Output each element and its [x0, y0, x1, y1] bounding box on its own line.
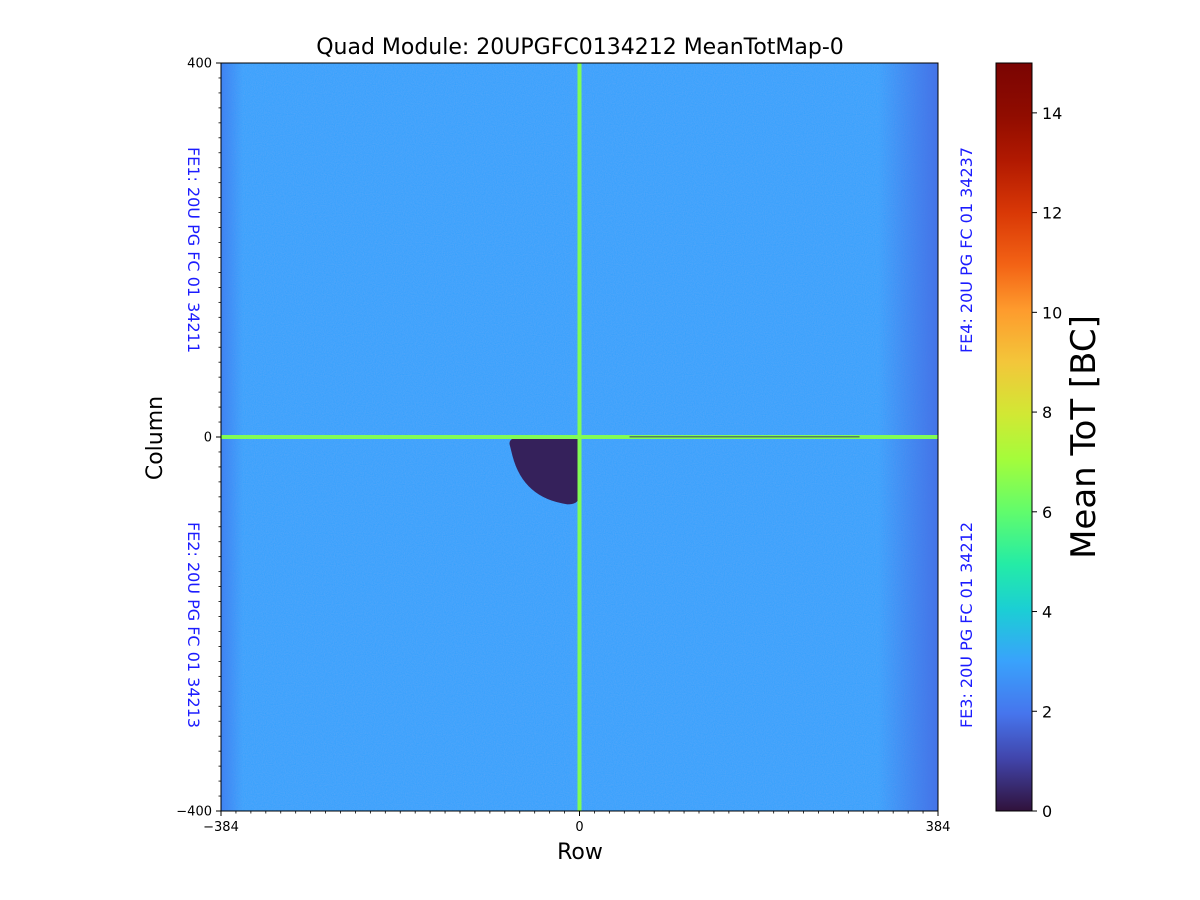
boundary-dark-pixels — [629, 436, 860, 438]
colorbar-tick-label: 6 — [1042, 503, 1052, 522]
y-axis-label: Column — [143, 396, 168, 480]
colorbar-tick-label: 10 — [1042, 303, 1062, 322]
colorbar-tick-label: 2 — [1042, 702, 1052, 721]
y-axis-ticks: 400 0 −400 — [176, 57, 221, 820]
y-tick-label: 0 — [204, 431, 212, 446]
x-tick-label: 384 — [926, 820, 951, 835]
colorbar-tick-label: 8 — [1042, 403, 1052, 422]
colorbar-tick-label: 4 — [1042, 603, 1052, 622]
colorbar-label: Mean ToT [BC] — [1064, 315, 1104, 559]
fe1-chip-label: FE1: 20U PG FC 01 34211 — [184, 147, 203, 353]
fe2-chip-label: FE2: 20U PG FC 01 34213 — [184, 522, 203, 728]
x-tick-label: −384 — [203, 820, 239, 835]
heatmap-plot-area — [220, 62, 939, 812]
x-axis-label: Row — [557, 840, 603, 865]
colorbar-tick-label: 12 — [1042, 204, 1062, 223]
x-axis-ticks: −384 0 384 — [203, 811, 950, 835]
low-tot-region — [509, 437, 579, 505]
colorbar-tick-label: 14 — [1042, 104, 1062, 123]
chart-title: Quad Module: 20UPGFC0134212 MeanTotMap-0 — [316, 35, 844, 60]
fe3-chip-label: FE3: 20U PG FC 01 34212 — [957, 522, 976, 728]
colorbar: 0 2 4 6 8 10 12 14 Mean ToT [BC] — [995, 62, 1104, 821]
fe4-chip-label: FE4: 20U PG FC 01 34237 — [957, 147, 976, 353]
y-tick-label: 400 — [187, 57, 212, 72]
y-tick-label: −400 — [176, 805, 212, 820]
horizontal-chip-boundary — [221, 435, 938, 439]
colorbar-ticks: 0 2 4 6 8 10 12 14 — [1032, 104, 1062, 821]
x-tick-label: 0 — [575, 820, 583, 835]
colorbar-tick-label: 0 — [1042, 802, 1052, 821]
colorbar-gradient — [995, 62, 1033, 812]
